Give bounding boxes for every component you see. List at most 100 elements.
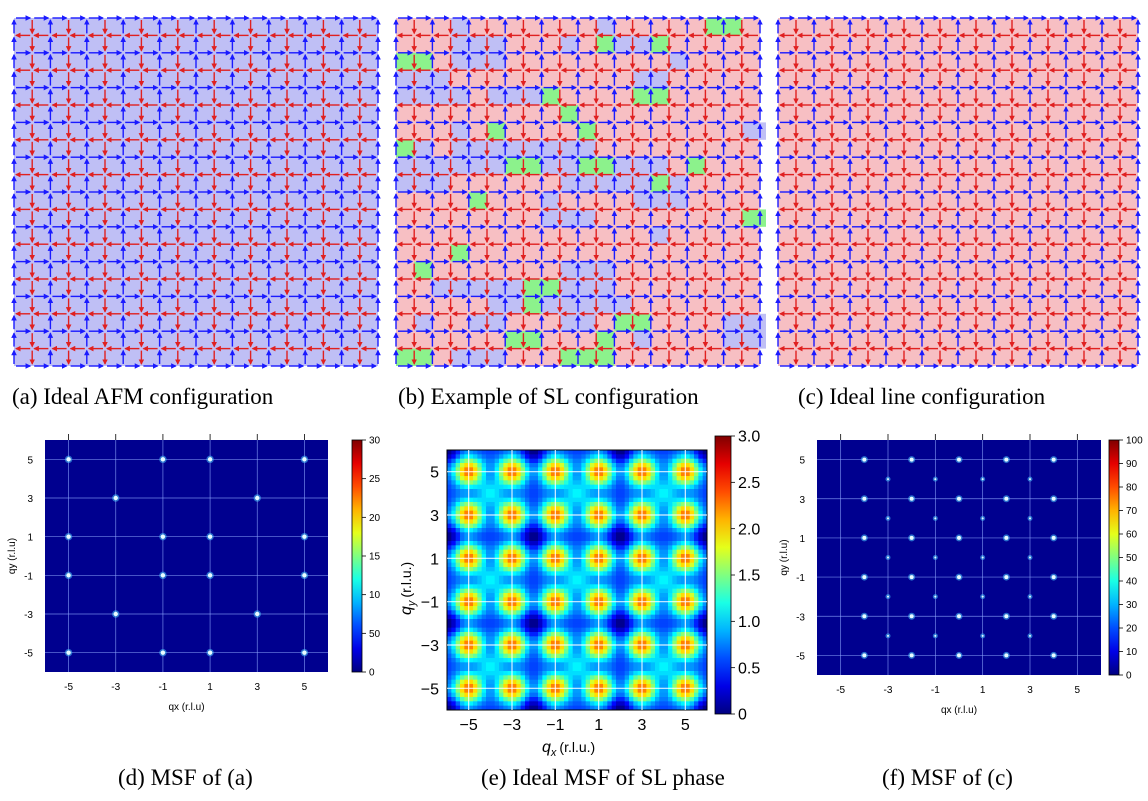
heatmap-cell <box>663 679 669 685</box>
heatmap-cell <box>494 554 500 559</box>
heatmap-cell <box>520 606 526 611</box>
heatmap-cell <box>642 575 647 581</box>
heatmap-cell <box>507 588 513 594</box>
heatmap-cell <box>676 519 682 525</box>
heatmap-cell <box>655 562 660 568</box>
heatmap-cell <box>633 554 639 559</box>
heatmap-cell <box>611 515 617 520</box>
heatmap-cell <box>464 584 470 590</box>
heatmap-cell <box>685 519 691 525</box>
caption-a: (a) Ideal AFM configuration <box>12 384 274 409</box>
heatmap-cell <box>603 454 608 460</box>
heatmap-cell <box>572 705 578 710</box>
heatmap-cell <box>468 575 474 581</box>
heatmap-cell <box>447 588 452 594</box>
heatmap-cell <box>555 623 561 629</box>
heatmap-cell <box>624 610 630 616</box>
heatmap-cell <box>477 450 483 455</box>
heatmap-cell <box>481 493 487 499</box>
heatmap-cell <box>698 571 704 577</box>
heatmap-cell <box>538 580 543 585</box>
heatmap-cell <box>607 684 613 689</box>
heatmap-cell <box>629 666 634 672</box>
heatmap-cell <box>655 454 660 460</box>
heatmap-cell <box>611 679 617 685</box>
heatmap-cell <box>538 545 543 551</box>
msf-peak <box>862 535 867 540</box>
heatmap-cell <box>655 593 660 598</box>
heatmap-cell <box>507 705 513 710</box>
heatmap-cell <box>494 493 500 499</box>
heatmap-cell <box>611 450 617 455</box>
heatmap-cell <box>607 567 613 572</box>
msf-peak <box>957 614 961 619</box>
heatmap-cell <box>494 458 500 464</box>
heatmap-cell <box>460 480 465 486</box>
heatmap-cell <box>464 701 470 707</box>
heatmap-cell <box>668 640 673 646</box>
heatmap-cell <box>460 705 465 710</box>
heatmap-cell <box>655 588 660 594</box>
heatmap-cell <box>581 502 587 507</box>
heatmap-cell <box>481 476 487 481</box>
heatmap-cell <box>499 510 504 516</box>
heatmap-cell <box>611 536 617 542</box>
heatmap-cell <box>447 658 452 663</box>
heatmap-cell <box>650 510 656 516</box>
heatmap-cell <box>468 532 474 538</box>
heatmap-cell <box>477 575 483 581</box>
heatmap-cell <box>490 705 496 710</box>
heatmap-cell <box>629 675 634 681</box>
heatmap-cell <box>559 705 565 710</box>
msf-peak <box>887 478 889 481</box>
heatmap-cell <box>494 701 500 707</box>
heatmap-cell <box>676 649 682 655</box>
heatmap-cell <box>603 619 608 624</box>
heatmap-cell <box>503 493 509 499</box>
heatmap-cell <box>464 649 470 655</box>
heatmap-cell <box>564 450 569 455</box>
heatmap-cell <box>590 588 595 594</box>
heatmap-cell <box>481 549 487 555</box>
heatmap-cell <box>503 571 509 577</box>
heatmap-cell <box>512 632 517 637</box>
heatmap-cell <box>663 467 669 473</box>
heatmap-cell <box>672 467 678 473</box>
heatmap-cell <box>650 493 656 499</box>
heatmap-cell <box>663 458 669 464</box>
msf-peak <box>909 535 914 540</box>
heatmap-cell <box>681 701 686 707</box>
heatmap-cell <box>607 532 613 538</box>
heatmap-cell <box>512 536 517 542</box>
heatmap-cell <box>650 562 656 568</box>
heatmap-cell <box>581 549 587 555</box>
heatmap-cell <box>590 458 595 464</box>
heatmap-cell <box>538 701 543 707</box>
heatmap-cell <box>542 528 548 533</box>
heatmap-cell <box>494 463 500 468</box>
heatmap-cell <box>455 601 461 607</box>
heatmap-cell <box>481 567 487 572</box>
heatmap-cell <box>681 554 686 559</box>
heatmap-cell <box>694 601 699 607</box>
heatmap-cell <box>512 545 517 551</box>
heatmap-cell <box>464 640 470 646</box>
heatmap-cell <box>702 480 707 486</box>
heatmap-cell <box>533 463 539 468</box>
heatmap-cell <box>533 601 539 607</box>
heatmap-cell <box>499 627 504 633</box>
heatmap-cell <box>568 679 574 685</box>
heatmap-cell <box>629 645 634 650</box>
heatmap-cell <box>598 554 604 559</box>
heatmap-cell <box>698 610 704 616</box>
heatmap-cell <box>659 549 665 555</box>
heatmap-cell <box>546 610 552 616</box>
heatmap-cell <box>564 697 569 702</box>
heatmap-cell <box>572 679 578 685</box>
heatmap-cell <box>594 484 600 490</box>
heatmap-cell <box>650 489 656 494</box>
heatmap-cell <box>486 528 491 533</box>
heatmap-cell <box>499 653 504 659</box>
heatmap-cell <box>572 619 578 624</box>
heatmap-cell <box>629 610 634 616</box>
